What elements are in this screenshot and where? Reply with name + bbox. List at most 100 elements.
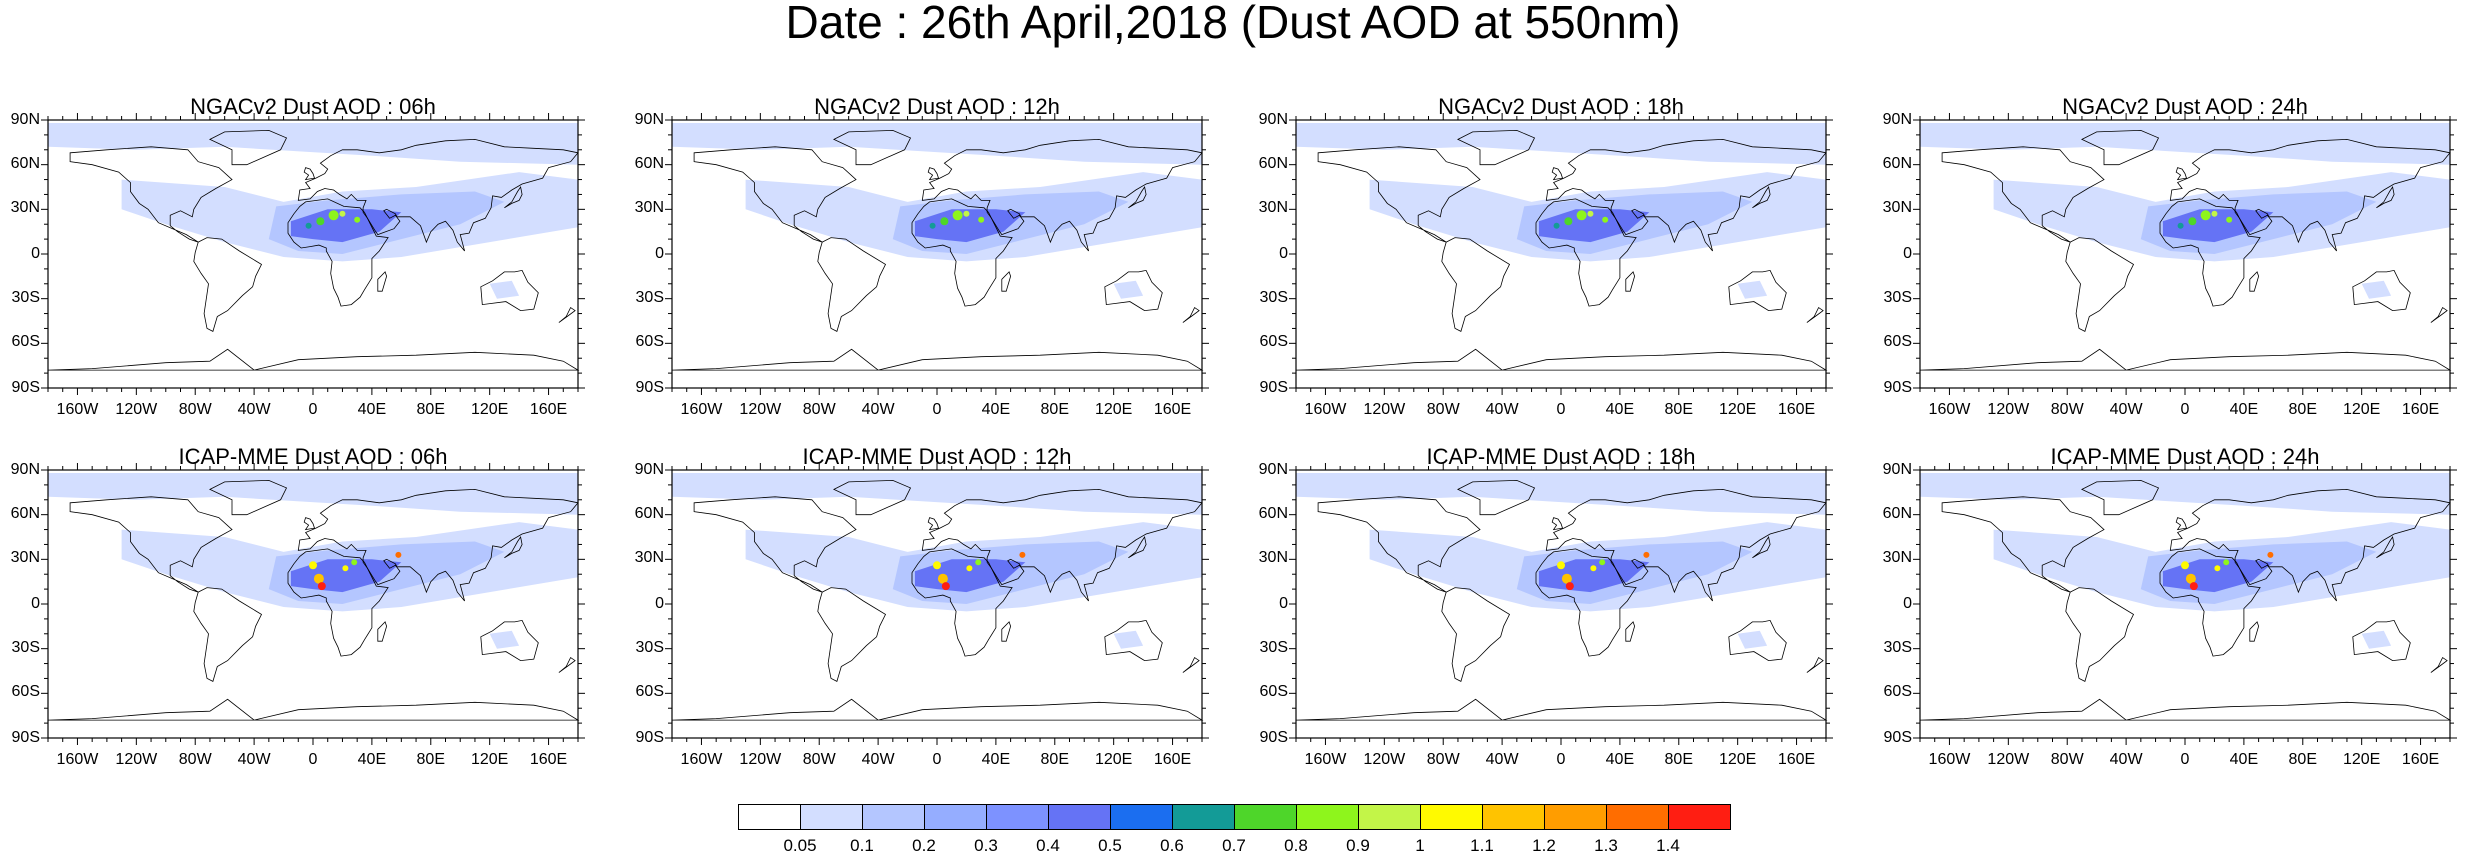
lon-label: 160W (1304, 401, 1347, 418)
dust-hotspot (354, 216, 361, 223)
dust-hotspot (2188, 217, 2197, 226)
map-panel: ICAP-MME Dust AOD : 18h 90N 60N 30N 0 30S 60S 9… (1259, 444, 1833, 772)
japan-coastline (2376, 535, 2395, 559)
lat-label: 30N (1882, 199, 1912, 216)
saharan-dust-core (914, 559, 1026, 593)
greenland-coastline (1456, 129, 1536, 166)
lon-label: 160W (680, 401, 723, 418)
australian-dust-patch (2361, 630, 2392, 649)
lon-label: 120E (2342, 751, 2381, 768)
colorbar-level-label: 0.2 (912, 836, 936, 855)
dust-hotspot (2214, 565, 2221, 572)
africa-coastline (2159, 198, 2261, 307)
lon-label: 120W (1363, 401, 1406, 418)
lon-label: 0 (2180, 401, 2190, 418)
lon-label: 40E (2229, 751, 2259, 768)
lon-label: 0 (932, 751, 942, 768)
north-america-coastline (1317, 496, 1481, 593)
arctic-dust-band (1920, 473, 2450, 515)
south-america-coastline (2065, 237, 2135, 332)
lon-label: 160E (1777, 401, 1816, 418)
south-america-coastline (817, 237, 887, 332)
colorbar-level-label: 1.1 (1470, 836, 1494, 855)
new-zealand-coastline (558, 657, 576, 673)
antarctica-coastline (47, 348, 580, 371)
colorbar-swatch (1668, 804, 1731, 830)
australia-coastline (1104, 269, 1163, 312)
australian-dust-patch (489, 630, 520, 649)
lat-label: 90N (1882, 461, 1912, 478)
madagascar-coastline (1001, 621, 1012, 642)
lon-label: 40W (1485, 751, 1519, 768)
lon-label: 120E (1094, 751, 1133, 768)
colorbar-swatch (1296, 804, 1359, 830)
arctic-dust-band (1296, 473, 1826, 515)
lon-label: 80W (802, 401, 836, 418)
lat-label: 60N (1882, 155, 1912, 172)
lon-label: 120W (1363, 751, 1406, 768)
lat-label: 90N (10, 461, 40, 478)
lat-label: 90N (1258, 111, 1288, 128)
japan-coastline (1128, 185, 1147, 209)
lat-label: 60N (1258, 155, 1288, 172)
arctic-dust-band (48, 123, 578, 165)
japan-coastline (1752, 185, 1771, 209)
dust-hotspot (1557, 561, 1565, 570)
dust-hotspot (313, 573, 324, 584)
map-panel: NGACv2 Dust AOD : 18h 90N 60N 30N 0 30S 60S 90S… (1259, 94, 1833, 422)
lat-label: 90N (634, 461, 664, 478)
colorbar-swatch (1172, 804, 1235, 830)
lon-label: 160E (529, 401, 568, 418)
lon-label: 40W (861, 751, 895, 768)
colorbar-swatch (924, 804, 987, 830)
lat-label: 30N (1882, 549, 1912, 566)
colorbar-level-label: 0.3 (974, 836, 998, 855)
greenland-coastline (2080, 129, 2160, 166)
lon-label: 120E (1718, 401, 1757, 418)
lat-label: 90S (11, 379, 40, 396)
australian-dust-patch (1737, 280, 1768, 299)
lat-label: 60S (1259, 333, 1288, 350)
map-panel: ICAP-MME Dust AOD : 24h 90N 60N 30N 0 30S 60S 9… (1883, 444, 2457, 772)
dust-hotspot (978, 216, 985, 223)
colorbar-swatch (738, 804, 801, 830)
lat-label: 60N (1882, 505, 1912, 522)
dust-hotspot (2189, 582, 2198, 591)
lon-label: 80E (2288, 751, 2317, 768)
dust-hotspot (963, 210, 970, 217)
dust-hotspot (2226, 216, 2233, 223)
lat-label: 30N (634, 199, 664, 216)
map-panel: ICAP-MME Dust AOD : 06h 90N 60N 30N 0 30S 60S 9… (11, 444, 585, 772)
dust-hotspot (317, 582, 326, 591)
dust-hotspot (937, 573, 948, 584)
greenland-coastline (2080, 479, 2160, 516)
great-britain-coastline (1551, 167, 1564, 181)
lon-label: 160E (529, 751, 568, 768)
lat-label: 30S (11, 289, 40, 306)
lon-label: 0 (308, 751, 318, 768)
lat-label: 30N (10, 549, 40, 566)
dust-hotspot (305, 222, 312, 229)
colorbar-swatch (800, 804, 863, 830)
lat-label: 0 (31, 595, 40, 612)
africa-coastline (1535, 548, 1637, 657)
lon-label: 40W (237, 751, 271, 768)
world-map (1289, 113, 1833, 395)
south-america-coastline (1441, 237, 1511, 332)
dust-hotspot (1564, 217, 1573, 226)
colorbar-level-label: 1.3 (1594, 836, 1618, 855)
lon-label: 80E (1040, 401, 1069, 418)
colorbar-level-label: 0.8 (1284, 836, 1308, 855)
madagascar-coastline (2249, 271, 2260, 292)
lon-label: 0 (308, 401, 318, 418)
map-panel: NGACv2 Dust AOD : 06h 90N 60N 30N 0 30S 60S 90S… (11, 94, 585, 422)
madagascar-coastline (1625, 271, 1636, 292)
lon-label: 0 (1556, 751, 1566, 768)
colorbar-level-label: 1.4 (1656, 836, 1680, 855)
lon-label: 40E (1605, 401, 1635, 418)
dust-hotspot (2267, 551, 2274, 558)
dust-hotspot (339, 210, 346, 217)
dust-hotspot (316, 217, 325, 226)
dust-hotspot (1576, 210, 1587, 221)
lat-label: 30N (10, 199, 40, 216)
